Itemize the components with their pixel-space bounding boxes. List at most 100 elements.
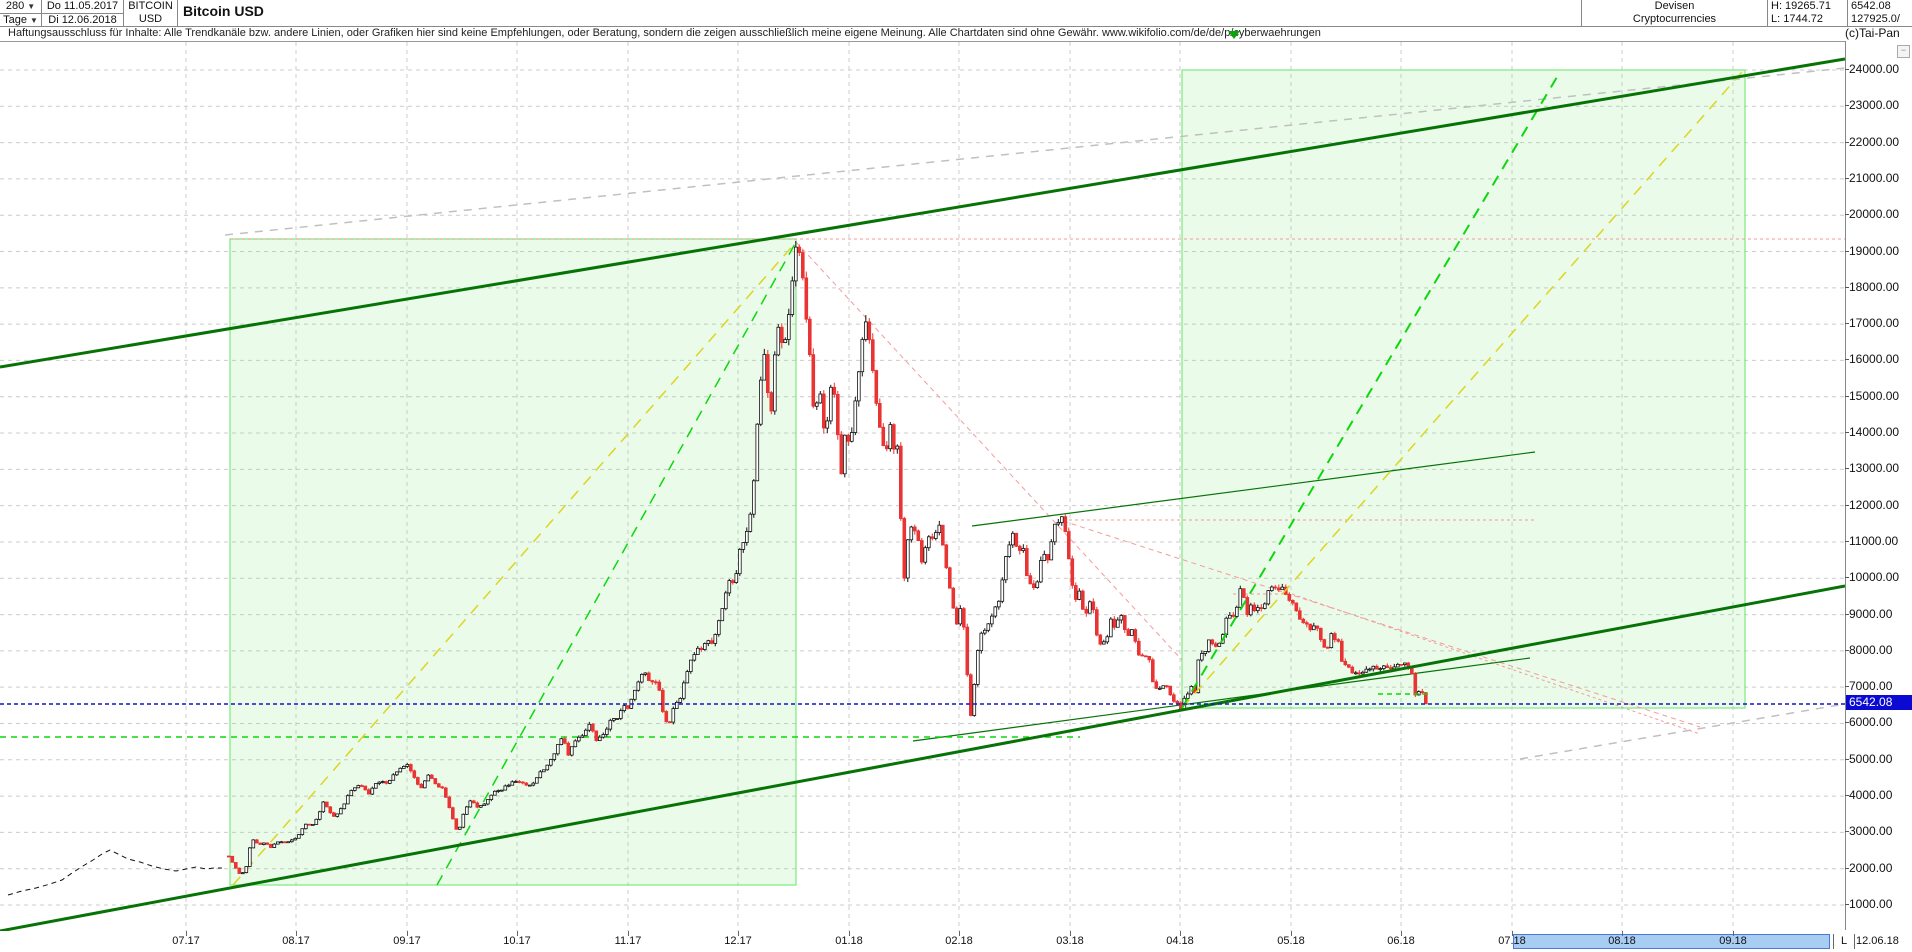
chevron-down-icon: ▼ xyxy=(30,16,38,25)
channel-bottom xyxy=(0,584,1846,933)
date-tick-label: 02.18 xyxy=(945,935,973,947)
price-tick-label: 1000.00 xyxy=(1844,897,1893,911)
candles xyxy=(226,241,1428,875)
date-tick xyxy=(1070,931,1071,936)
chart-header: 280 ▼ Tage ▼ Do 11.05.2017 Di 12.06.2018… xyxy=(0,0,1912,27)
symbol-currency: USD xyxy=(138,13,163,25)
date-axis: L 12.06.18 07.17 08.17 09.17 10.17 11.17 12.1… xyxy=(0,931,1912,952)
date-tick xyxy=(1291,931,1292,936)
thin-green-resistance xyxy=(971,451,1536,527)
target-zone-2017 xyxy=(229,238,797,886)
symbol-cell: BITCOIN USD xyxy=(124,0,178,26)
date-tick xyxy=(1401,931,1402,936)
category-cell: Devisen Cryptocurrencies xyxy=(1582,0,1768,26)
date-tick-label: 11.17 xyxy=(614,935,642,947)
price-tick-label: 6000.00 xyxy=(1844,715,1893,730)
date-tick xyxy=(849,931,850,936)
date-tick-label: 07.17 xyxy=(172,935,200,947)
last-price: 6542.08 xyxy=(1851,0,1891,12)
price-tick-label: 11000.00 xyxy=(1844,533,1899,548)
date-tick xyxy=(407,931,408,936)
future-range-highlight xyxy=(1513,934,1830,949)
channel-top xyxy=(0,57,1846,369)
date-tick xyxy=(517,931,518,936)
date-tick-label: 09.17 xyxy=(393,935,421,947)
price-axis: 6542.08 24000.00 23000.00 22000.00 21000.00… xyxy=(1844,41,1912,930)
yellow-fan-2017 xyxy=(232,241,797,886)
date-tick-label: 05.18 xyxy=(1277,935,1305,947)
high-value: H: 19265.71 xyxy=(1771,0,1831,12)
red-downtrend-peak xyxy=(795,241,1183,661)
chart-plot-area[interactable] xyxy=(0,41,1846,933)
date-tick xyxy=(296,931,297,936)
last-price-cell: 6542.08 127925.0/ xyxy=(1848,0,1912,26)
date-tick-label: 06.18 xyxy=(1387,935,1415,947)
date-tick-label: 10.17 xyxy=(503,935,531,947)
candlestick-chart[interactable] xyxy=(0,42,1846,933)
price-tick-label: 16000.00 xyxy=(1844,352,1900,367)
period-select[interactable]: Tage xyxy=(3,14,27,26)
price-tick-label: 4000.00 xyxy=(1844,788,1893,803)
yellow-fan-2018 xyxy=(1181,71,1743,709)
high-low-cell: H: 19265.71 L: 1744.72 xyxy=(1768,0,1848,26)
date-tick xyxy=(1512,931,1513,936)
page-title: Bitcoin USD xyxy=(183,3,264,19)
green-fan-2017 xyxy=(436,241,797,886)
price-tick-label: 2000.00 xyxy=(1844,860,1893,875)
gray-trend-upper xyxy=(224,67,1846,236)
price-tick-label: 22000.00 xyxy=(1844,134,1900,149)
price-tick-label: 7000.00 xyxy=(1844,679,1893,694)
pre-period-price-line xyxy=(7,849,222,896)
date-range-cell[interactable]: Do 11.05.2017 Di 12.06.2018 xyxy=(42,0,124,26)
date-to: Di 12.06.2018 xyxy=(48,14,117,26)
bars-period-selector[interactable]: 280 ▼ Tage ▼ xyxy=(0,0,42,26)
category-1: Devisen xyxy=(1654,0,1695,12)
gray-trend-lower xyxy=(1519,703,1846,760)
price-tick-label: 19000.00 xyxy=(1844,243,1900,258)
date-tick-label: 01.18 xyxy=(835,935,863,947)
symbol-name: BITCOIN xyxy=(128,0,173,12)
price-tick-label: 10000.00 xyxy=(1844,570,1900,585)
price-tick-label: 8000.00 xyxy=(1844,642,1893,657)
price-tick-label: 18000.00 xyxy=(1844,279,1900,294)
axis-l-label: L xyxy=(1833,934,1855,949)
price-tick-label: 15000.00 xyxy=(1844,388,1900,403)
price-tick-label: 20000.00 xyxy=(1844,207,1900,222)
axis-end-date: 12.06.18 xyxy=(1856,935,1899,947)
date-tick xyxy=(628,931,629,936)
price-tick-label: 13000.00 xyxy=(1844,461,1900,476)
date-tick-label: 07.18 xyxy=(1498,935,1526,947)
price-tick-label: 5000.00 xyxy=(1844,751,1893,766)
price-tick-label: 23000.00 xyxy=(1844,98,1900,113)
current-price-badge: 6542.08 xyxy=(1846,694,1912,710)
date-tick-label: 04.18 xyxy=(1166,935,1194,947)
date-tick xyxy=(1180,931,1181,936)
marker-triangle-icon xyxy=(1228,31,1240,39)
bars-count[interactable]: 280 xyxy=(5,0,25,12)
price-tick-label: 12000.00 xyxy=(1844,497,1900,512)
date-tick-label: 12.17 xyxy=(724,935,752,947)
price-tick-label: 17000.00 xyxy=(1844,316,1900,331)
date-tick-label: 08.18 xyxy=(1608,935,1636,947)
date-tick xyxy=(738,931,739,936)
price-tick-label: 9000.00 xyxy=(1844,606,1893,621)
red-downtrend-march xyxy=(1062,520,1701,728)
disclaimer-row: Haftungsausschluss für Inhalte: Alle Tre… xyxy=(0,26,1912,41)
date-from: Do 11.05.2017 xyxy=(42,0,123,14)
price-tick-label: 24000.00 xyxy=(1844,62,1900,76)
price-tick-label: 21000.00 xyxy=(1844,170,1900,185)
thin-green-support xyxy=(912,657,1531,742)
chevron-down-icon: ▼ xyxy=(27,2,36,11)
date-tick xyxy=(1622,931,1623,936)
low-value: L: 1744.72 xyxy=(1771,13,1823,25)
copyright-label: (c)Tai-Pan xyxy=(1845,26,1900,40)
collapse-icon[interactable]: − xyxy=(1897,45,1910,58)
green-fan-2018 xyxy=(1181,71,1561,709)
title-cell: Bitcoin USD xyxy=(178,0,1582,26)
volume-value: 127925.0/ xyxy=(1851,13,1900,25)
date-tick-label: 08.17 xyxy=(282,935,310,947)
category-2: Cryptocurrencies xyxy=(1632,13,1717,25)
date-tick-label: 03.18 xyxy=(1056,935,1084,947)
price-tick-label: 14000.00 xyxy=(1844,425,1900,440)
